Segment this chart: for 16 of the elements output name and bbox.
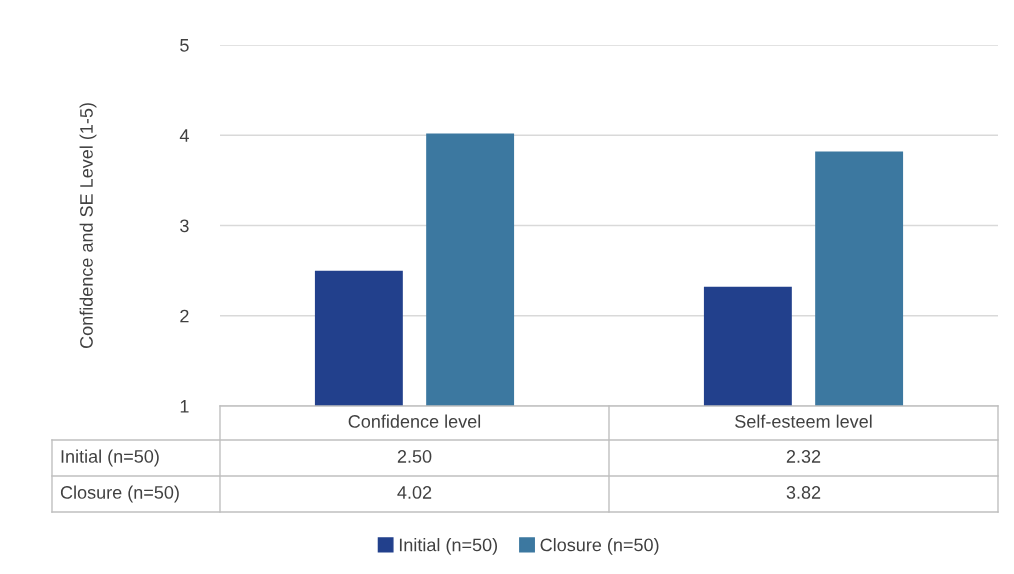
y-tick-label: 3 bbox=[180, 219, 189, 233]
y-tick-label: 4 bbox=[179, 129, 189, 142]
data-label: 4.02 bbox=[397, 486, 432, 499]
y-tick-label: 1 bbox=[180, 400, 189, 413]
y-tick-label: 2 bbox=[180, 309, 189, 323]
y-axis-title: Confidence and SE Level (1-5) bbox=[79, 103, 97, 349]
x-tick-label: Confidence level bbox=[348, 414, 481, 428]
y-tick-label: 5 bbox=[180, 39, 189, 52]
legend-label: Initial (n=50) bbox=[399, 538, 498, 555]
text: Initial (n=50) bbox=[61, 449, 159, 467]
text: Closure (n=50) bbox=[60, 485, 179, 503]
data-label: 3.82 bbox=[786, 486, 821, 499]
data-label: 2.50 bbox=[397, 450, 432, 463]
legend-label: Closure (n=50) bbox=[540, 538, 659, 555]
data-label: 2.32 bbox=[786, 450, 821, 463]
x-tick-label: Self-esteem level bbox=[735, 414, 872, 428]
